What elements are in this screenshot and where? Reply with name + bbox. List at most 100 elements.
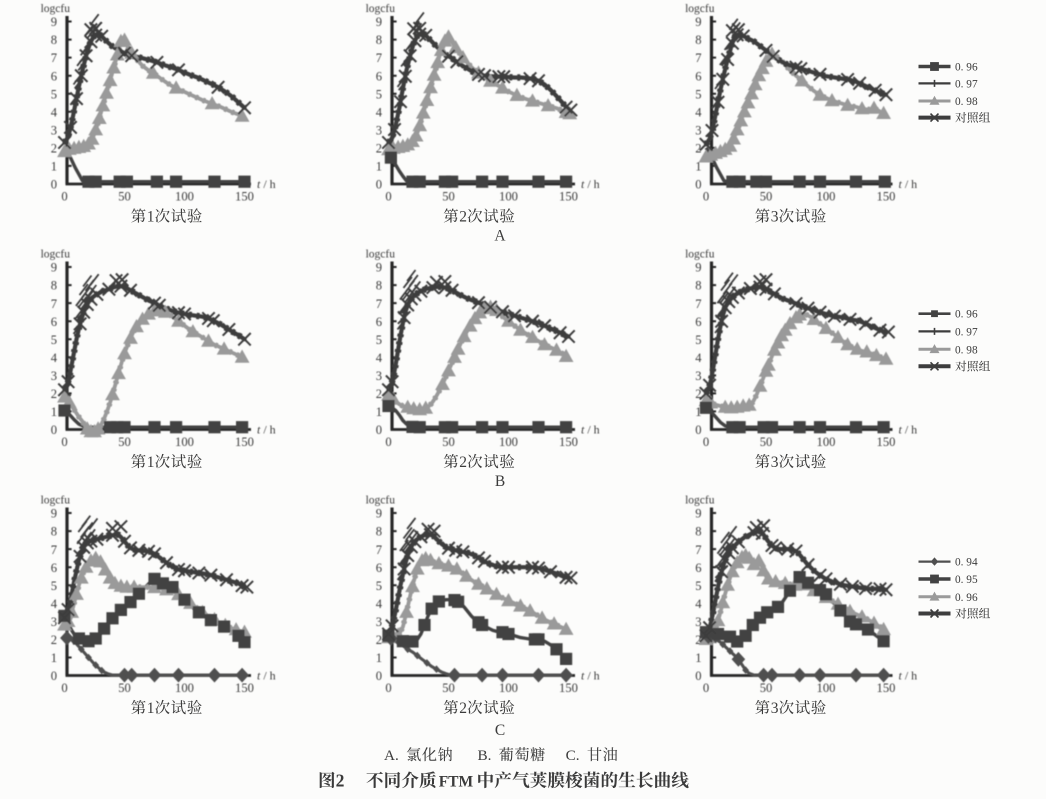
svg-text:2: 2: [336, 771, 345, 791]
svg-text:100: 100: [175, 190, 194, 204]
svg-text:0: 0: [376, 178, 382, 192]
svg-text:0: 0: [703, 190, 709, 204]
svg-text:6: 6: [376, 561, 382, 575]
svg-text:2: 2: [695, 142, 701, 156]
svg-text:3: 3: [771, 209, 779, 226]
svg-text:2: 2: [51, 633, 57, 647]
svg-text:1: 1: [695, 651, 701, 665]
svg-text:3: 3: [771, 454, 779, 471]
svg-text:100: 100: [499, 435, 518, 449]
svg-text:3: 3: [51, 369, 57, 383]
svg-text:0: 0: [376, 423, 382, 437]
svg-text:logcfu: logcfu: [41, 3, 71, 15]
svg-text:5: 5: [376, 579, 382, 593]
svg-text:150: 150: [559, 190, 578, 204]
svg-text:2: 2: [376, 633, 382, 647]
svg-text:5: 5: [51, 87, 57, 101]
svg-text:1: 1: [376, 405, 382, 419]
svg-text:150: 150: [877, 681, 896, 695]
svg-text:1: 1: [51, 651, 57, 665]
svg-text:1: 1: [147, 209, 155, 226]
svg-text:50: 50: [442, 681, 455, 695]
svg-text:4: 4: [376, 351, 383, 365]
svg-text:logcfu: logcfu: [685, 495, 715, 507]
svg-text:t / h: t / h: [581, 423, 600, 437]
svg-text:C.: C.: [566, 747, 580, 764]
svg-text:3: 3: [376, 123, 382, 137]
svg-text:100: 100: [817, 190, 836, 204]
svg-text:2: 2: [695, 633, 701, 647]
svg-text:7: 7: [376, 543, 382, 557]
svg-text:6: 6: [376, 69, 382, 83]
svg-text:150: 150: [235, 681, 254, 695]
svg-text:50: 50: [760, 190, 773, 204]
svg-text:t / h: t / h: [257, 669, 276, 683]
svg-text:7: 7: [695, 543, 701, 557]
svg-text:0. 96: 0. 96: [955, 309, 978, 321]
svg-text:5: 5: [695, 87, 701, 101]
svg-text:9: 9: [376, 507, 382, 521]
svg-text:50: 50: [760, 681, 773, 695]
svg-text:0. 96: 0. 96: [955, 62, 978, 74]
svg-text:9: 9: [695, 507, 701, 521]
svg-text:9: 9: [51, 261, 57, 275]
svg-text:2: 2: [376, 387, 382, 401]
svg-text:6: 6: [376, 315, 382, 329]
svg-text:5: 5: [376, 87, 382, 101]
svg-text:0: 0: [51, 423, 57, 437]
svg-text:6: 6: [695, 69, 701, 83]
svg-text:logcfu: logcfu: [685, 249, 715, 261]
svg-text:FTM: FTM: [439, 774, 474, 791]
svg-text:t / h: t / h: [899, 669, 918, 683]
svg-text:150: 150: [877, 435, 896, 449]
svg-text:A.: A.: [384, 747, 399, 764]
svg-text:t / h: t / h: [581, 669, 600, 683]
svg-text:150: 150: [877, 190, 896, 204]
svg-text:0: 0: [61, 190, 67, 204]
svg-text:logcfu: logcfu: [685, 3, 715, 15]
svg-text:1: 1: [147, 700, 155, 717]
svg-text:t / h: t / h: [257, 177, 276, 191]
svg-text:9: 9: [695, 261, 701, 275]
svg-text:2: 2: [695, 387, 701, 401]
svg-text:0: 0: [703, 435, 709, 449]
svg-text:2: 2: [459, 454, 467, 471]
svg-text:7: 7: [51, 543, 57, 557]
svg-text:4: 4: [51, 351, 58, 365]
svg-text:5: 5: [695, 333, 701, 347]
svg-text:0. 96: 0. 96: [955, 592, 978, 604]
svg-text:1: 1: [695, 405, 701, 419]
svg-text:3: 3: [695, 615, 701, 629]
svg-text:logcfu: logcfu: [41, 249, 71, 261]
svg-text:0: 0: [61, 435, 67, 449]
svg-text:1: 1: [51, 405, 57, 419]
svg-text:0: 0: [385, 681, 391, 695]
svg-text:50: 50: [118, 435, 131, 449]
svg-text:6: 6: [695, 561, 701, 575]
svg-text:100: 100: [817, 435, 836, 449]
svg-text:1: 1: [376, 651, 382, 665]
svg-text:8: 8: [695, 33, 701, 47]
svg-text:100: 100: [175, 681, 194, 695]
svg-text:5: 5: [695, 579, 701, 593]
svg-text:50: 50: [118, 190, 131, 204]
svg-text:4: 4: [695, 105, 702, 119]
svg-text:9: 9: [376, 261, 382, 275]
svg-text:2: 2: [51, 142, 57, 156]
svg-text:0: 0: [695, 178, 701, 192]
svg-text:1: 1: [51, 160, 57, 174]
svg-text:t / h: t / h: [899, 177, 918, 191]
svg-text:3: 3: [51, 123, 57, 137]
svg-text:1: 1: [695, 160, 701, 174]
svg-text:8: 8: [376, 525, 382, 539]
svg-text:0: 0: [61, 681, 67, 695]
svg-text:8: 8: [51, 33, 57, 47]
svg-text:2: 2: [376, 142, 382, 156]
svg-text:7: 7: [376, 297, 382, 311]
svg-text:9: 9: [51, 507, 57, 521]
svg-text:9: 9: [695, 15, 701, 29]
svg-text:0: 0: [695, 669, 701, 683]
svg-text:8: 8: [376, 279, 382, 293]
svg-text:0: 0: [385, 435, 391, 449]
svg-text:0. 97: 0. 97: [955, 78, 978, 90]
